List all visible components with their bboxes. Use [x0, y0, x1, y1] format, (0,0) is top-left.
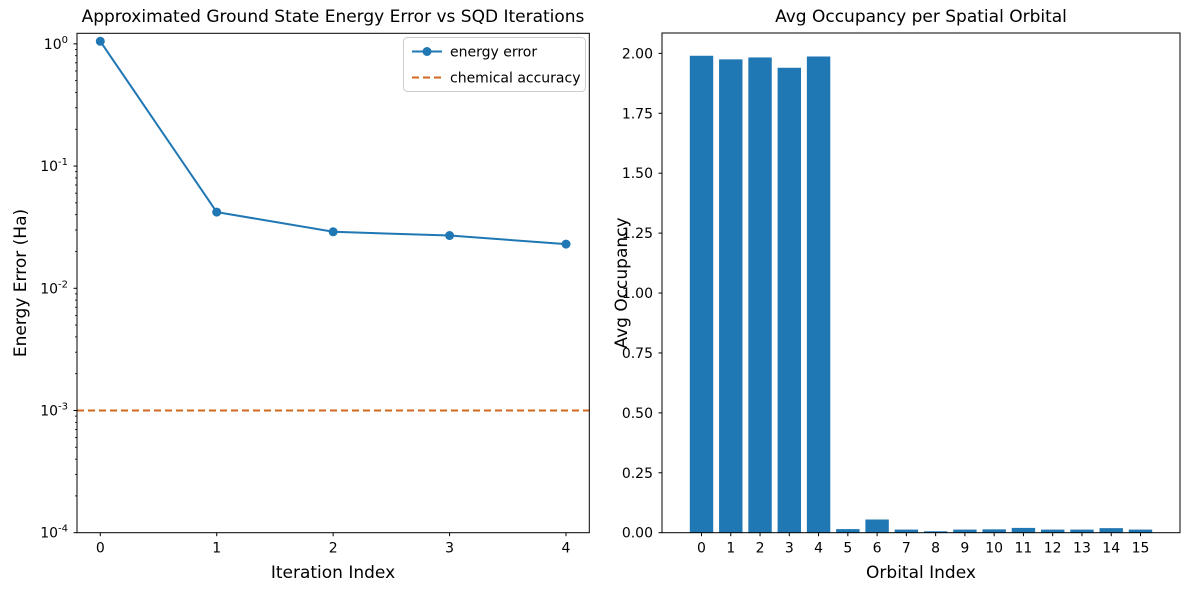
occupancy-bar: [1099, 528, 1123, 533]
left-chart-xlabel: Iteration Index: [271, 563, 395, 583]
right-chart-title: Avg Occupancy per Spatial Orbital: [775, 7, 1067, 27]
occupancy-bar: [777, 67, 802, 533]
occupancy-bar: [689, 55, 714, 533]
x-tick-label: 5: [843, 541, 852, 557]
x-tick-label: 1: [212, 541, 221, 557]
x-tick-label: 2: [756, 541, 765, 557]
x-tick-label: 6: [873, 541, 882, 557]
occupancy-bar: [1011, 527, 1036, 533]
x-tick-label: 3: [445, 541, 454, 557]
left-plot-area: 100 10-1 10-2 10-3 10-4 0 1 2 3 4: [40, 32, 590, 557]
x-tick-label: 15: [1132, 541, 1150, 557]
x-tick-label: 12: [1044, 541, 1062, 557]
x-tick-label: 14: [1102, 541, 1120, 557]
legend-entry-chemical-accuracy: chemical accuracy: [450, 71, 581, 87]
y-tick-label: 10-2: [40, 279, 68, 297]
x-tick-label: 4: [814, 541, 823, 557]
y-tick-label: 0.25: [622, 466, 653, 482]
occupancy-subplot: Avg Occupancy per Spatial Orbital Orbita…: [612, 7, 1181, 583]
occupancy-bar: [836, 529, 860, 533]
left-chart-legend: energy error chemical accuracy: [403, 37, 586, 92]
y-tick-label: 1.50: [622, 166, 653, 182]
occupancy-bar: [894, 529, 919, 533]
right-chart-ylabel: Avg Occupancy: [612, 217, 632, 348]
x-tick-label: 8: [931, 541, 940, 557]
y-tick-label: 100: [44, 35, 68, 53]
occupancy-bar: [1070, 529, 1094, 533]
x-tick-label: 9: [960, 541, 969, 557]
energy-error-marker: [95, 36, 105, 46]
energy-error-subplot: Approximated Ground State Energy Error v…: [11, 7, 590, 583]
y-tick-label: 1.00: [622, 286, 653, 302]
occupancy-bar: [923, 531, 948, 533]
legend-marker-icon: [422, 47, 432, 56]
occupancy-bar: [748, 57, 772, 533]
y-tick-label: 0.50: [622, 406, 653, 422]
occupancy-bar: [865, 519, 889, 533]
y-tick-label: 1.75: [622, 106, 653, 122]
energy-error-marker: [328, 227, 338, 237]
y-tick-label: 2.00: [622, 46, 653, 62]
y-tick-label: 1.25: [622, 226, 653, 242]
energy-error-marker: [212, 207, 222, 217]
y-tick-label: 10-4: [40, 524, 68, 542]
occupancy-bar: [1128, 529, 1153, 533]
right-plot-area: 0.000.250.500.751.001.251.501.752.000 1 2 3…: [622, 32, 1181, 557]
occupancy-bar: [953, 529, 977, 533]
occupancy-bar: [806, 56, 831, 533]
energy-error-marker: [561, 239, 571, 249]
plot-border: [76, 32, 590, 534]
x-tick-label: 11: [1015, 541, 1033, 557]
x-tick-label: 2: [329, 541, 338, 557]
legend-box: [403, 37, 586, 92]
occupancy-bar: [719, 59, 743, 533]
occupancy-bar: [982, 529, 1006, 533]
y-tick-label: 0.00: [622, 526, 653, 542]
x-tick-label: 7: [902, 541, 911, 557]
x-tick-label: 10: [985, 541, 1003, 557]
left-chart-title: Approximated Ground State Energy Error v…: [82, 7, 585, 27]
legend-entry-energy-error: energy error: [450, 45, 537, 61]
x-tick-label: 3: [785, 541, 794, 557]
y-tick-label: 10-3: [40, 401, 68, 419]
x-tick-label: 4: [562, 541, 571, 557]
x-tick-label: 13: [1073, 541, 1091, 557]
occupancy-bar: [1040, 529, 1065, 533]
plot-border: [661, 32, 1181, 534]
y-tick-label: 10-1: [40, 157, 68, 175]
x-tick-label: 0: [96, 541, 105, 557]
left-chart-ylabel: Energy Error (Ha): [11, 209, 31, 357]
x-tick-label: 1: [726, 541, 735, 557]
y-tick-label: 0.75: [622, 346, 653, 362]
energy-error-marker: [445, 231, 455, 241]
right-chart-xlabel: Orbital Index: [866, 563, 976, 583]
x-tick-label: 0: [697, 541, 706, 557]
